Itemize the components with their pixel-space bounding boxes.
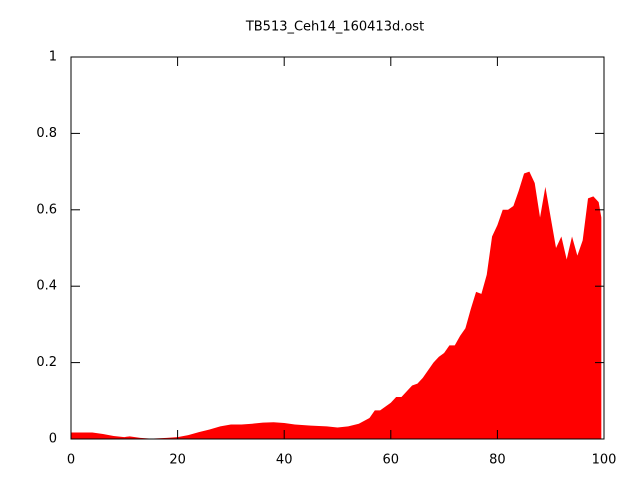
x-tick-label: 100 xyxy=(592,453,617,468)
x-tick-label: 60 xyxy=(383,453,400,468)
y-tick-label: 0.2 xyxy=(36,355,57,370)
x-tick-label: 20 xyxy=(169,453,186,468)
y-tick-label: 1 xyxy=(49,50,57,65)
y-tick-label: 0.4 xyxy=(36,279,57,294)
x-tick-label: 80 xyxy=(489,453,506,468)
chart-title: TB513_Ceh14_160413d.ost xyxy=(245,20,424,35)
x-tick-label: 0 xyxy=(67,453,75,468)
y-tick-label: 0 xyxy=(49,432,57,447)
x-tick-label: 40 xyxy=(276,453,293,468)
y-tick-label: 0.8 xyxy=(36,126,57,141)
plot-frame xyxy=(70,56,605,440)
area xyxy=(71,171,602,439)
y-tick-label: 0.6 xyxy=(36,202,57,217)
